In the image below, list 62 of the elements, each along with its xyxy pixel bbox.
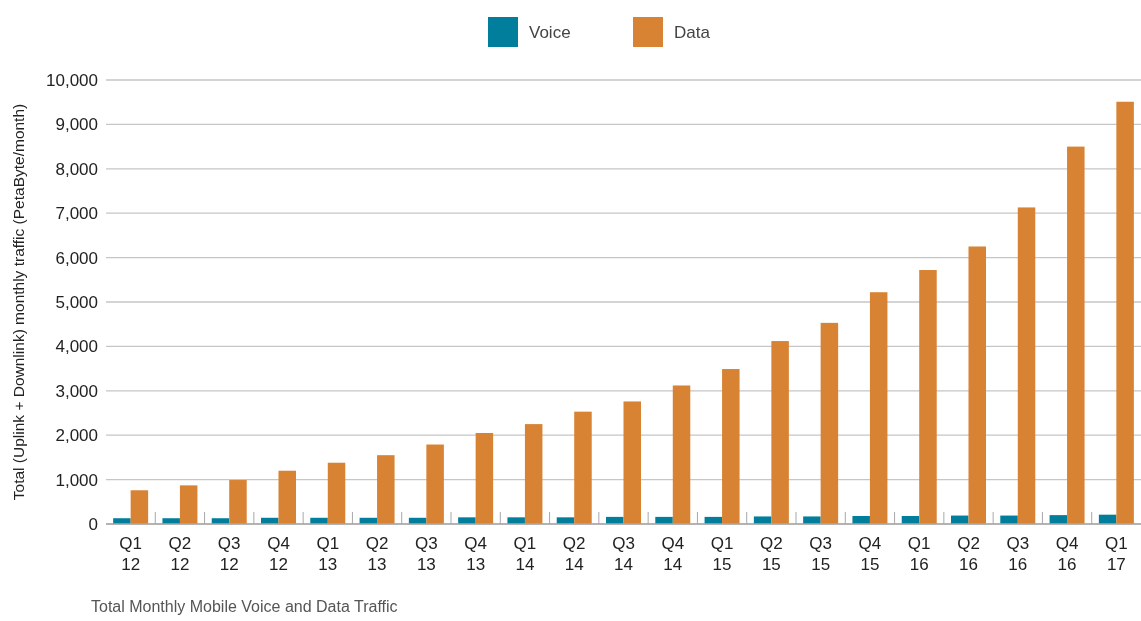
y-tick-label: 7,000 [55, 204, 98, 224]
x-tick-label: Q1 12 [119, 534, 142, 574]
x-tick-label: Q1 13 [316, 534, 340, 574]
y-tick-label: 4,000 [55, 337, 98, 357]
x-tick-label: Q4 14 [661, 534, 685, 574]
bar [327, 462, 346, 524]
bar [968, 246, 986, 524]
text: Total Monthly Mobile Voice and Data Traffic [91, 598, 398, 615]
bar [377, 455, 395, 524]
x-tick-label: Q3 13 [415, 534, 438, 574]
x-tick-label: Q4 16 [1055, 534, 1079, 574]
bar [426, 444, 444, 524]
y-tick-label: 2,000 [55, 426, 98, 446]
x-tick-label: Q1 15 [710, 534, 734, 574]
x-tick-label: Q3 16 [1006, 534, 1030, 574]
bar [803, 516, 821, 524]
bar [1067, 146, 1085, 524]
bar [179, 485, 198, 524]
bar [771, 341, 789, 524]
bar [130, 490, 149, 524]
bar [229, 480, 247, 524]
y-tick-label: 1,000 [55, 470, 98, 490]
bar [722, 369, 740, 524]
x-tick-label: Q3 12 [217, 534, 241, 574]
bar [672, 385, 691, 524]
x-tick-label: Q2 15 [760, 534, 783, 574]
bar [574, 411, 592, 524]
bar [524, 424, 543, 524]
bar [753, 516, 772, 524]
x-tick-label: Q4 12 [267, 534, 290, 574]
y-tick-label: 9,000 [55, 115, 98, 135]
x-tick-label: Q2 12 [168, 534, 192, 574]
bar [475, 432, 494, 524]
x-tick-label: Q2 16 [957, 534, 980, 574]
bar [1116, 101, 1134, 524]
y-tick-label: 8,000 [55, 159, 98, 179]
x-tick-label: Q4 13 [464, 534, 487, 574]
x-tick-label: Q4 15 [858, 534, 882, 574]
x-tick-label: Q3 15 [809, 534, 832, 574]
y-tick-label: 6,000 [55, 248, 98, 268]
bar [1017, 207, 1036, 524]
bar [623, 401, 641, 524]
y-tick-label: 5,000 [55, 292, 98, 312]
bar [852, 516, 870, 524]
y-axis-title: Total (Uplink + Downlink) monthly traffic (PetaByte/month) [10, 103, 27, 501]
legend-label: Data [674, 22, 711, 42]
y-tick-label: 10,000 [46, 70, 98, 90]
bar [278, 470, 296, 524]
x-tick-label: Q1 17 [1105, 534, 1128, 574]
legend-label: Voice [529, 22, 571, 42]
x-tick-label: Q2 14 [562, 534, 586, 574]
y-tick-label: 0 [88, 514, 98, 534]
bar [507, 517, 525, 524]
bar [820, 322, 839, 524]
x-tick-label: Q1 14 [513, 534, 537, 574]
x-tick-label: Q2 13 [365, 534, 389, 574]
bar [869, 292, 888, 524]
bar [919, 270, 937, 524]
x-tick-label: Q3 14 [612, 534, 635, 574]
y-tick-label: 3,000 [55, 381, 98, 401]
bar [458, 517, 476, 524]
x-tick-label: Q1 16 [907, 534, 931, 574]
